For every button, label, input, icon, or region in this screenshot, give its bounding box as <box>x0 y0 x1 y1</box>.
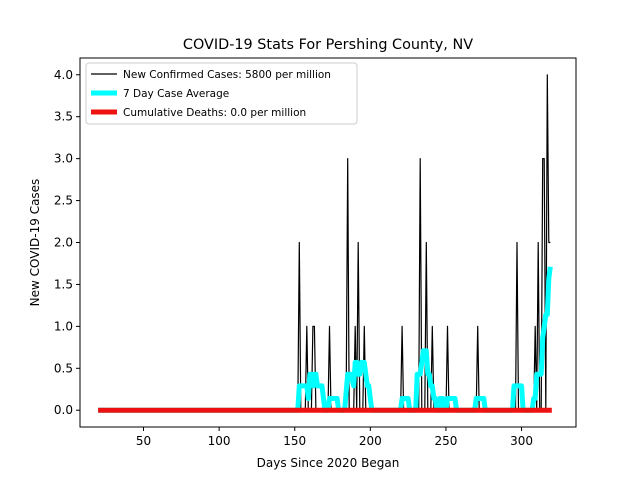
y-tick-label: 4.0 <box>54 68 73 82</box>
x-axis-label: Days Since 2020 Began <box>257 456 400 470</box>
chart-title: COVID-19 Stats For Pershing County, NV <box>183 37 473 53</box>
x-tick-label: 200 <box>359 434 382 448</box>
ticks-layer: 50 100 150 200 250 300 0.0 0.5 1.0 1.5 2.0 2.5 3.0 3.… <box>54 68 533 448</box>
y-tick-label: 2.5 <box>54 194 73 208</box>
series-line-0 <box>98 74 551 411</box>
x-tick-label: 300 <box>510 434 533 448</box>
y-tick-label: 3.5 <box>54 110 73 124</box>
x-tick-label: 150 <box>283 434 306 448</box>
y-axis-label: New COVID-19 Cases <box>28 179 42 307</box>
legend-label-new-cases: New Confirmed Cases: 5800 per million <box>123 69 331 81</box>
y-tick-label: 0.5 <box>54 361 73 375</box>
legend-box <box>85 62 358 125</box>
legend-label-cumulative-deaths: Cumulative Deaths: 0.0 per million <box>123 107 306 119</box>
series-line-1 <box>98 266 553 413</box>
y-tick-label: 1.0 <box>54 319 73 333</box>
x-tick-label: 250 <box>434 434 457 448</box>
series-layer <box>98 74 553 413</box>
y-tick-label: 0.0 <box>54 403 73 417</box>
y-tick-label: 1.5 <box>54 277 73 291</box>
plot-frame <box>79 57 577 428</box>
legend-label-7-day-average: 7 Day Case Average <box>123 88 229 100</box>
y-tick-label: 2.0 <box>54 236 73 250</box>
y-tick-label: 3.0 <box>54 152 73 166</box>
x-tick-label: 50 <box>136 434 151 448</box>
x-tick-label: 100 <box>208 434 231 448</box>
legend: New Confirmed Cases: 5800 per million 7 … <box>85 62 358 125</box>
